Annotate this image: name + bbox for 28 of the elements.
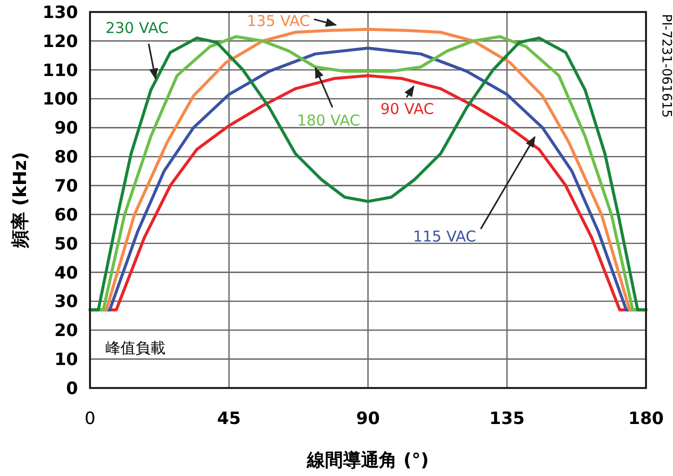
y-tick-label: 20 [54,321,78,342]
y-axis-title: 頻率 (kHz) [10,152,31,250]
x-axis-title: 線間導通角 (°) [306,450,429,471]
y-tick-label: 40 [54,263,78,284]
y-tick-label: 10 [54,350,78,370]
y-tick-label: 70 [54,176,78,196]
y-tick-label: 120 [42,32,78,52]
y-tick-label: 80 [54,148,78,168]
y-tick-label: 90 [54,118,78,139]
series-label: 90 VAC [380,100,434,118]
annotation: 峰值負載 [105,338,166,357]
y-tick-label: 130 [42,2,78,23]
series-label: 230 VAC [105,19,169,38]
text: PI-7231-061615 [658,14,673,118]
text: 115 VAC [412,227,476,246]
text: 180 VAC [296,112,360,130]
y-tick-label: 100 [42,90,78,110]
y-tick-label: 110 [42,60,78,81]
x-tick-label: 180 [628,409,664,429]
y-tick-label: 60 [54,205,78,226]
x-tick-label: 90 [356,409,380,429]
y-tick-label: 0 [66,378,78,399]
x-tick-label: 135 [489,409,525,429]
series-label: 135 VAC [246,12,310,30]
y-tick-label: 30 [54,292,78,312]
y-tick-label: 50 [54,234,78,254]
x-tick-label: 45 [217,409,241,429]
x-tick-label: 0 [84,409,96,429]
